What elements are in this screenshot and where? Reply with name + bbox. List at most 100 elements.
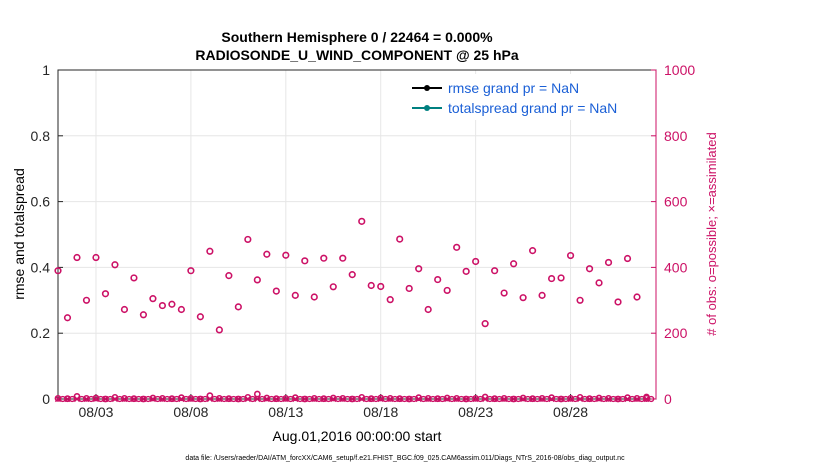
- baseline-marker: [363, 395, 370, 403]
- assimilated-marker: [320, 395, 327, 403]
- assimilated-marker: [292, 395, 299, 403]
- baseline-marker: [420, 395, 427, 403]
- baseline-marker: [164, 395, 171, 403]
- assimilated-marker: [111, 395, 119, 403]
- y-axis-label: rmse and totalspread: [11, 168, 27, 300]
- baseline-marker: [553, 395, 560, 403]
- assimilated-marker: [54, 395, 62, 403]
- assimilated-marker: [444, 395, 451, 403]
- baseline-marker: [249, 395, 256, 403]
- possible-obs-marker: [177, 305, 185, 314]
- baseline-marker: [458, 395, 465, 403]
- assimilated-marker: [254, 395, 261, 403]
- near-zero-possible-marker: [253, 390, 261, 398]
- baseline-marker: [467, 395, 475, 403]
- assimilated-marker: [501, 395, 508, 403]
- possible-obs-marker: [623, 254, 632, 263]
- possible-obs-marker: [481, 320, 489, 328]
- possible-obs-marker: [168, 300, 176, 308]
- x-tick-label: 08/28: [553, 404, 588, 420]
- assimilated-marker: [178, 395, 185, 403]
- assimilated-marker: [73, 395, 81, 403]
- possible-obs-marker: [101, 290, 110, 298]
- baseline-marker: [515, 395, 522, 403]
- possible-obs-marker: [405, 284, 413, 293]
- baseline-marker: [78, 395, 85, 403]
- possible-obs-marker: [424, 305, 432, 314]
- baseline-marker: [581, 395, 588, 403]
- assimilated-marker: [216, 395, 223, 403]
- possible-obs-marker: [187, 267, 195, 275]
- possible-obs-marker: [282, 251, 290, 259]
- assimilated-marker: [425, 395, 432, 403]
- possible-obs-marker: [491, 267, 499, 275]
- baseline-marker: [562, 395, 569, 403]
- assimilated-marker: [453, 395, 460, 403]
- x-axis-label: Aug.01,2016 00:00:00 start: [273, 428, 442, 444]
- x-tick-label: 08/18: [363, 404, 398, 420]
- baseline-marker: [107, 395, 114, 403]
- x-ticks: 08/03 08/08 08/13 08/18 08/23 08/28: [78, 394, 588, 420]
- possible-obs-marker: [149, 295, 157, 303]
- assimilated-marker: [358, 395, 365, 403]
- possible-obs-marker: [310, 293, 318, 301]
- y2-tick-label: 800: [664, 128, 688, 144]
- assimilated-marker: [614, 395, 622, 403]
- possible-obs-marker: [54, 267, 62, 275]
- possible-obs-marker: [453, 243, 461, 251]
- possible-obs-marker: [244, 235, 252, 244]
- y-ticks: 0 0.2 0.4 0.6 0.8 1: [31, 62, 63, 407]
- legend-totalspread-marker: [424, 105, 430, 111]
- possible-obs-marker: [604, 258, 613, 267]
- baseline-marker: [410, 395, 418, 403]
- possible-obs-marker: [120, 305, 129, 314]
- baseline-marker: [69, 395, 76, 403]
- possible-obs-marker: [367, 281, 375, 290]
- baseline-marker: [610, 395, 617, 403]
- possible-obs-marker: [82, 296, 91, 304]
- assimilated-marker: [92, 395, 100, 403]
- legend-rmse-label: rmse grand pr = NaN: [448, 80, 579, 96]
- possible-obs-marker: [92, 253, 100, 262]
- assimilated-marker: [159, 395, 166, 403]
- possible-obs-marker: [301, 257, 309, 265]
- possible-obs-marker: [576, 296, 584, 304]
- possible-obs-marker: [633, 293, 641, 301]
- assimilated-marker: [330, 395, 337, 403]
- assimilated-marker: [273, 395, 280, 403]
- y-tick-label: 1: [42, 62, 50, 78]
- baseline-marker: [230, 395, 237, 403]
- assimilated-marker: [102, 395, 109, 403]
- y2-tick-label: 600: [664, 194, 688, 210]
- baseline-marker: [477, 395, 484, 403]
- possible-obs-marker: [434, 275, 442, 284]
- possible-obs-marker: [566, 251, 575, 260]
- assimilated-marker: [206, 395, 213, 403]
- x-tick-label: 08/23: [458, 404, 493, 420]
- possible-obs-marker: [234, 303, 242, 311]
- baseline-marker: [306, 395, 313, 403]
- assimilated-marker: [121, 395, 128, 403]
- baseline-marker: [221, 395, 228, 403]
- possible-obs-marker: [500, 289, 508, 297]
- assimilated-marker: [235, 395, 242, 403]
- baseline-marker: [59, 395, 66, 403]
- baseline-marker: [543, 395, 550, 403]
- possible-obs-marker: [291, 291, 299, 299]
- possible-obs-marker: [272, 287, 280, 295]
- assimilated-marker: [520, 395, 527, 403]
- chart-subtitle: RADIOSONDE_U_WIND_COMPONENT @ 25 hPa: [195, 47, 518, 63]
- assimilated-marker: [368, 395, 375, 403]
- y-tick-label: 0.2: [31, 325, 51, 341]
- baseline-marker: [173, 395, 180, 403]
- assimilated-marker: [83, 395, 90, 403]
- assimilated-marker: [377, 395, 384, 403]
- legend: rmse grand pr = NaN totalspread grand pr…: [394, 74, 650, 120]
- baseline-marker: [296, 395, 304, 403]
- baseline-marker: [391, 395, 399, 403]
- baseline-marker: [239, 395, 247, 403]
- assimilated-marker: [140, 395, 147, 403]
- assimilated-marker: [349, 395, 356, 403]
- baseline-marker: [524, 395, 531, 403]
- assimilated-marker: [406, 395, 413, 403]
